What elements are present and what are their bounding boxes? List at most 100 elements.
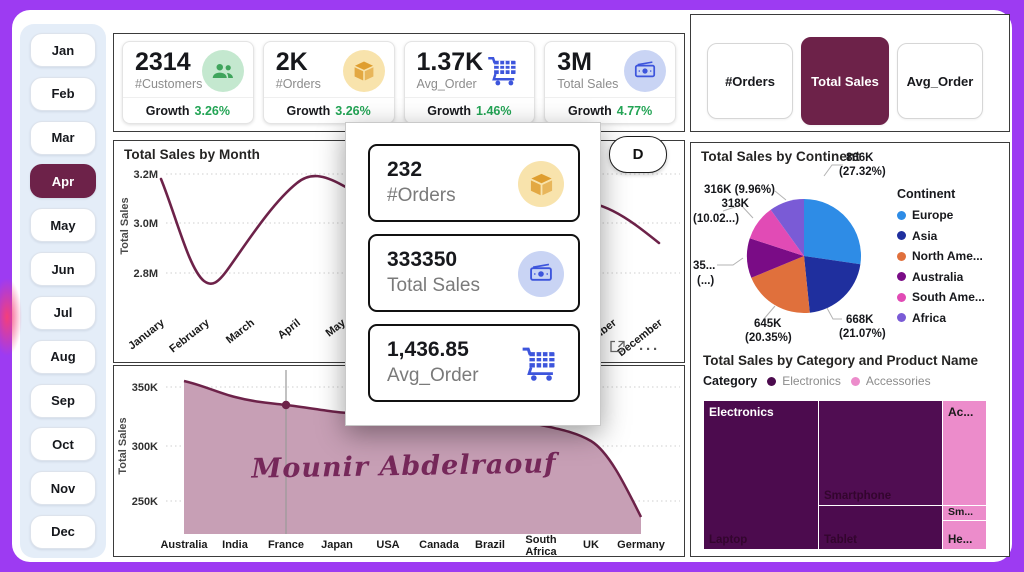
month-button-may[interactable]: May <box>30 208 96 243</box>
svg-text:(...): (...) <box>697 275 714 287</box>
legend-dot <box>850 376 860 386</box>
measure-button-total-sales[interactable]: Total Sales <box>801 37 889 125</box>
growth-value: 4.77% <box>616 103 653 118</box>
growth-label: Growth <box>145 103 190 118</box>
d-bookmark-button[interactable]: D <box>609 136 667 173</box>
popup-label: #Orders <box>387 185 456 206</box>
growth-value: 3.26% <box>194 103 230 118</box>
pie-slice-south-america[interactable] <box>749 209 804 256</box>
legend-item-asia[interactable]: Asia <box>897 229 985 243</box>
ytick: 2.8M <box>134 268 158 280</box>
pie-slice-australia[interactable] <box>746 238 804 278</box>
frame-pink-glow <box>0 278 22 356</box>
legend-label: Accessories <box>865 374 931 388</box>
svg-text:(20.35%): (20.35%) <box>745 332 792 344</box>
treemap-block-headphones[interactable]: He... <box>943 521 986 549</box>
treemap-product-label: Sm... <box>948 506 974 518</box>
box-icon <box>342 50 385 92</box>
month-button-jun[interactable]: Jun <box>30 252 96 287</box>
svg-text:668K: 668K <box>846 314 874 326</box>
treemap-block-smartphone[interactable]: Smartphone <box>819 401 942 505</box>
pie-chart-svg: 866K (27.32%) 668K (21.07%) 645K (20.35%… <box>693 152 886 344</box>
treemap-block-laptop[interactable]: Electronics Laptop <box>704 401 818 549</box>
treemap-block-tablet[interactable]: Tablet <box>819 506 942 549</box>
popup-card-avg-order: 1,436.85 Avg_Order <box>368 324 580 402</box>
legend-item-europe[interactable]: Europe <box>897 208 985 222</box>
pie-slice-north-america[interactable] <box>751 256 810 313</box>
month-button-jul[interactable]: Jul <box>30 295 96 330</box>
legend-item-north-america[interactable]: North Ame... <box>897 249 985 263</box>
growth-label: Growth <box>568 103 612 118</box>
treemap-block-smartwatch[interactable]: Sm... <box>943 506 986 520</box>
svg-text:India: India <box>222 539 249 551</box>
treemap-product-label: Smartphone <box>824 490 892 502</box>
ytick: 3.2M <box>134 169 158 181</box>
month-button-sep[interactable]: Sep <box>30 383 96 418</box>
month-button-apr[interactable]: Apr <box>30 164 96 199</box>
kpi-label: Avg_Order <box>416 77 477 92</box>
svg-text:February: February <box>167 316 212 355</box>
pie-slice-africa[interactable] <box>770 199 804 256</box>
legend-item-south-america[interactable]: South Ame... <box>897 290 985 304</box>
pie-slice-europe[interactable] <box>804 199 862 265</box>
kpi-value: 1.37K <box>416 48 484 76</box>
pie-data-labels: 866K (27.32%) 668K (21.07%) 645K (20.35%… <box>693 152 886 344</box>
treemap-category-label: Electronics <box>709 405 774 419</box>
ytick: 3.0M <box>134 218 158 230</box>
legend-item-australia[interactable]: Australia <box>897 270 985 284</box>
legend-dot <box>897 292 906 302</box>
pie-slice-asia[interactable] <box>804 256 861 313</box>
sales-area-fill[interactable] <box>184 381 641 534</box>
legend-item-accessories[interactable]: Accessories <box>850 374 931 388</box>
svg-text:South: South <box>525 534 556 546</box>
kpi-card-total-sales[interactable]: 3M Total Sales Growth 4.77% <box>544 41 676 124</box>
svg-text:(10.02...): (10.02...) <box>693 213 739 225</box>
svg-text:April: April <box>276 317 303 342</box>
measure-button-orders[interactable]: #Orders <box>707 43 793 119</box>
month-button-oct[interactable]: Oct <box>30 427 96 462</box>
svg-text:316K (9.96%): 316K (9.96%) <box>704 184 775 196</box>
legend-item-africa[interactable]: Africa <box>897 311 985 325</box>
selected-point-marker-france[interactable] <box>281 400 291 410</box>
kpi-label: #Customers <box>135 77 203 92</box>
chart-title: Total Sales by Continent <box>701 149 860 164</box>
legend-dot <box>897 210 906 220</box>
legend-dot <box>767 376 777 386</box>
kpi-value: 3M <box>557 48 592 76</box>
ytick: 250K <box>132 496 158 508</box>
ytick: 300K <box>132 441 158 453</box>
svg-text:March: March <box>224 317 257 347</box>
focus-mode-icon[interactable] <box>609 339 626 359</box>
month-button-aug[interactable]: Aug <box>30 339 96 374</box>
treemap-legend: Category Electronics Accessories <box>703 374 931 388</box>
cart-icon <box>483 50 525 92</box>
pie-slices <box>746 199 862 313</box>
kpi-card-orders[interactable]: 2K #Orders Growth 3.26% <box>262 41 395 124</box>
legend-item-electronics[interactable]: Electronics <box>767 374 841 388</box>
legend-label: North Ame... <box>912 249 983 263</box>
month-button-nov[interactable]: Nov <box>30 471 96 506</box>
chart-title: Total Sales by Month <box>124 147 261 162</box>
treemap-block-accessories[interactable]: Ac... <box>943 401 986 505</box>
popup-value: 232 <box>387 158 423 181</box>
month-button-dec[interactable]: Dec <box>30 514 96 549</box>
measure-button-avg-order[interactable]: Avg_Order <box>897 43 983 119</box>
legend-dot <box>897 313 906 322</box>
growth-value: 1.46% <box>476 103 512 118</box>
ytick: 350K <box>132 382 158 394</box>
svg-text:(27.32%): (27.32%) <box>839 166 886 178</box>
more-options-icon[interactable]: ··· <box>639 340 660 358</box>
legend-title: Category <box>703 374 758 388</box>
kpi-label: Total Sales <box>557 77 619 92</box>
month-button-feb[interactable]: Feb <box>30 76 96 111</box>
kpi-card-avg-order[interactable]: 1.37K Avg_Order Growth 1.46% <box>403 41 536 124</box>
kpi-card-customers[interactable]: 2314 #Customers Growth 3.26% <box>122 41 254 124</box>
month-button-jan[interactable]: Jan <box>30 33 96 67</box>
svg-text:Germany: Germany <box>617 539 666 551</box>
legend-label: South Ame... <box>912 290 985 304</box>
kpi-strip: 2314 #Customers Growth 3.26% 2K #Orders <box>113 33 685 132</box>
month-button-mar[interactable]: Mar <box>30 120 96 155</box>
month-slicer: Jan Feb Mar Apr May Jun Jul Aug Sep Oct … <box>20 24 106 558</box>
kpi-growth: Growth 1.46% <box>404 97 535 123</box>
money-icon <box>518 251 564 297</box>
